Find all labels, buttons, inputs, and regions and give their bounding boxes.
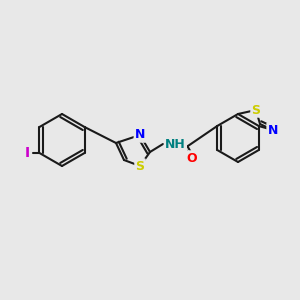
Text: O: O <box>187 152 197 164</box>
Text: S: S <box>136 160 145 172</box>
Text: NH: NH <box>165 139 186 152</box>
Text: N: N <box>135 128 145 142</box>
Text: S: S <box>251 103 260 116</box>
Text: N: N <box>268 124 278 136</box>
Text: I: I <box>24 146 29 160</box>
